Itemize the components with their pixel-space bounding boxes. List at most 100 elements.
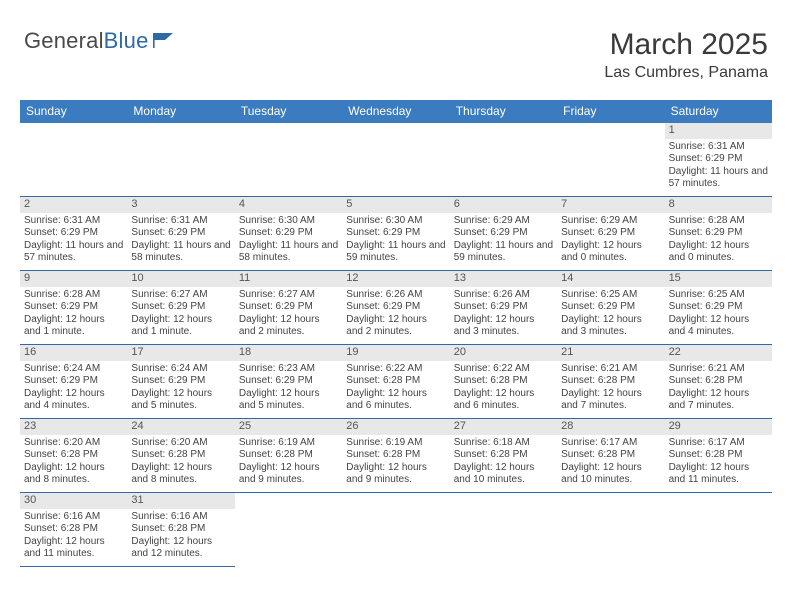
page-subtitle: Las Cumbres, Panama — [604, 64, 768, 82]
day-number-row: 9 — [20, 271, 127, 287]
sunset-line: Sunset: 6:29 PM — [24, 375, 123, 388]
day-number: 21 — [561, 346, 573, 358]
day-number-row: 19 — [342, 345, 449, 361]
day-cell: 3Sunrise: 6:31 AMSunset: 6:29 PMDaylight… — [127, 197, 234, 271]
day-number: 24 — [131, 420, 143, 432]
weekday-header: Thursday — [450, 100, 557, 123]
day-number-row: 12 — [342, 271, 449, 287]
day-number: 17 — [131, 346, 143, 358]
day-number-row: 3 — [127, 197, 234, 213]
day-number-row: 24 — [127, 419, 234, 435]
day-number-row: 28 — [557, 419, 664, 435]
sunrise-line: Sunrise: 6:22 AM — [454, 363, 553, 376]
sunset-line: Sunset: 6:29 PM — [131, 301, 230, 314]
day-number: 3 — [131, 198, 137, 210]
daylight-line: Daylight: 11 hours and 57 minutes. — [24, 240, 123, 265]
sunset-line: Sunset: 6:29 PM — [346, 227, 445, 240]
logo: GeneralBlue — [24, 28, 181, 54]
day-number-row: 11 — [235, 271, 342, 287]
day-number: 30 — [24, 494, 36, 506]
sunset-line: Sunset: 6:29 PM — [131, 375, 230, 388]
sunset-line: Sunset: 6:28 PM — [24, 523, 123, 536]
logo-flag-icon — [153, 28, 181, 54]
daylight-line: Daylight: 12 hours and 9 minutes. — [239, 462, 338, 487]
day-number: 5 — [346, 198, 352, 210]
day-cell: 25Sunrise: 6:19 AMSunset: 6:28 PMDayligh… — [235, 419, 342, 493]
day-number-row: 31 — [127, 493, 234, 509]
sunset-line: Sunset: 6:28 PM — [24, 449, 123, 462]
daylight-line: Daylight: 12 hours and 8 minutes. — [24, 462, 123, 487]
day-number: 13 — [454, 272, 466, 284]
title-block: March 2025 Las Cumbres, Panama — [604, 28, 768, 82]
day-cell: 18 Sunrise: 6:23 AMSunset: 6:29 PMDayligh… — [235, 345, 342, 419]
daylight-line: Daylight: 12 hours and 10 minutes. — [561, 462, 660, 487]
day-number: 18 — [239, 346, 251, 358]
day-cell: 19Sunrise: 6:22 AMSunset: 6:28 PMDayligh… — [342, 345, 449, 419]
day-number: 1 — [669, 124, 675, 136]
day-number: 25 — [239, 420, 251, 432]
empty-cell — [342, 123, 449, 197]
sunset-line: Sunset: 6:29 PM — [131, 227, 230, 240]
daylight-line: Daylight: 12 hours and 7 minutes. — [669, 388, 768, 413]
sunset-line: Sunset: 6:28 PM — [454, 375, 553, 388]
sunset-line: Sunset: 6:29 PM — [669, 153, 768, 166]
daylight-line: Daylight: 12 hours and 5 minutes. — [131, 388, 230, 413]
sunset-line: Sunset: 6:29 PM — [561, 301, 660, 314]
sunrise-line: Sunrise: 6:25 AM — [669, 289, 768, 302]
sunrise-line: Sunrise: 6:16 AM — [131, 511, 230, 524]
daylight-line: Daylight: 12 hours and 3 minutes. — [561, 314, 660, 339]
day-number: 14 — [561, 272, 573, 284]
sunrise-line: Sunrise: 6:29 AM — [561, 215, 660, 228]
day-cell: 17 Sunrise: 6:24 AMSunset: 6:29 PMDayligh… — [127, 345, 234, 419]
day-number: 8 — [669, 198, 675, 210]
weekday-header: Sunday — [20, 100, 127, 123]
daylight-line: Daylight: 12 hours and 11 minutes. — [669, 462, 768, 487]
empty-cell — [450, 123, 557, 197]
sunset-line: Sunset: 6:28 PM — [131, 449, 230, 462]
sunrise-line: Sunrise: 6:30 AM — [346, 215, 445, 228]
daylight-line: Daylight: 11 hours and 57 minutes. — [669, 166, 768, 191]
day-number: 29 — [669, 420, 681, 432]
header: GeneralBlue March 2025 Las Cumbres, Pana… — [20, 28, 772, 82]
day-number-row: 13 — [450, 271, 557, 287]
daylight-line: Daylight: 12 hours and 6 minutes. — [454, 388, 553, 413]
day-cell: 26Sunrise: 6:19 AMSunset: 6:28 PMDayligh… — [342, 419, 449, 493]
sunset-line: Sunset: 6:29 PM — [454, 301, 553, 314]
day-number: 7 — [561, 198, 567, 210]
sunset-line: Sunset: 6:29 PM — [669, 301, 768, 314]
day-cell: 20Sunrise: 6:22 AMSunset: 6:28 PMDayligh… — [450, 345, 557, 419]
sunset-line: Sunset: 6:28 PM — [131, 523, 230, 536]
daylight-line: Daylight: 12 hours and 5 minutes. — [239, 388, 338, 413]
day-number: 27 — [454, 420, 466, 432]
daylight-line: Daylight: 12 hours and 8 minutes. — [131, 462, 230, 487]
sunrise-line: Sunrise: 6:21 AM — [669, 363, 768, 376]
day-cell: 23Sunrise: 6:20 AMSunset: 6:28 PMDayligh… — [20, 419, 127, 493]
sunset-line: Sunset: 6:29 PM — [239, 375, 338, 388]
daylight-line: Daylight: 12 hours and 7 minutes. — [561, 388, 660, 413]
day-cell: 27Sunrise: 6:18 AMSunset: 6:28 PMDayligh… — [450, 419, 557, 493]
sunrise-line: Sunrise: 6:28 AM — [24, 289, 123, 302]
day-number-row: 29 — [665, 419, 772, 435]
daylight-line: Daylight: 12 hours and 0 minutes. — [669, 240, 768, 265]
day-number: 19 — [346, 346, 358, 358]
day-number: 15 — [669, 272, 681, 284]
sunrise-line: Sunrise: 6:19 AM — [346, 437, 445, 450]
day-number-row: 2 — [20, 197, 127, 213]
day-number: 4 — [239, 198, 245, 210]
sunset-line: Sunset: 6:28 PM — [346, 449, 445, 462]
day-number-row: 30 — [20, 493, 127, 509]
day-cell: 28Sunrise: 6:17 AMSunset: 6:28 PMDayligh… — [557, 419, 664, 493]
day-cell: 8Sunrise: 6:28 AMSunset: 6:29 PMDaylight… — [665, 197, 772, 271]
day-cell: 29Sunrise: 6:17 AMSunset: 6:28 PMDayligh… — [665, 419, 772, 493]
sunrise-line: Sunrise: 6:23 AM — [239, 363, 338, 376]
daylight-line: Daylight: 11 hours and 59 minutes. — [346, 240, 445, 265]
day-number-row: 16 — [20, 345, 127, 361]
sunrise-line: Sunrise: 6:19 AM — [239, 437, 338, 450]
daylight-line: Daylight: 12 hours and 0 minutes. — [561, 240, 660, 265]
sunset-line: Sunset: 6:29 PM — [239, 301, 338, 314]
daylight-line: Daylight: 12 hours and 11 minutes. — [24, 536, 123, 561]
sunrise-line: Sunrise: 6:20 AM — [24, 437, 123, 450]
sunrise-line: Sunrise: 6:24 AM — [131, 363, 230, 376]
day-cell: 24Sunrise: 6:20 AMSunset: 6:28 PMDayligh… — [127, 419, 234, 493]
day-number: 10 — [131, 272, 143, 284]
